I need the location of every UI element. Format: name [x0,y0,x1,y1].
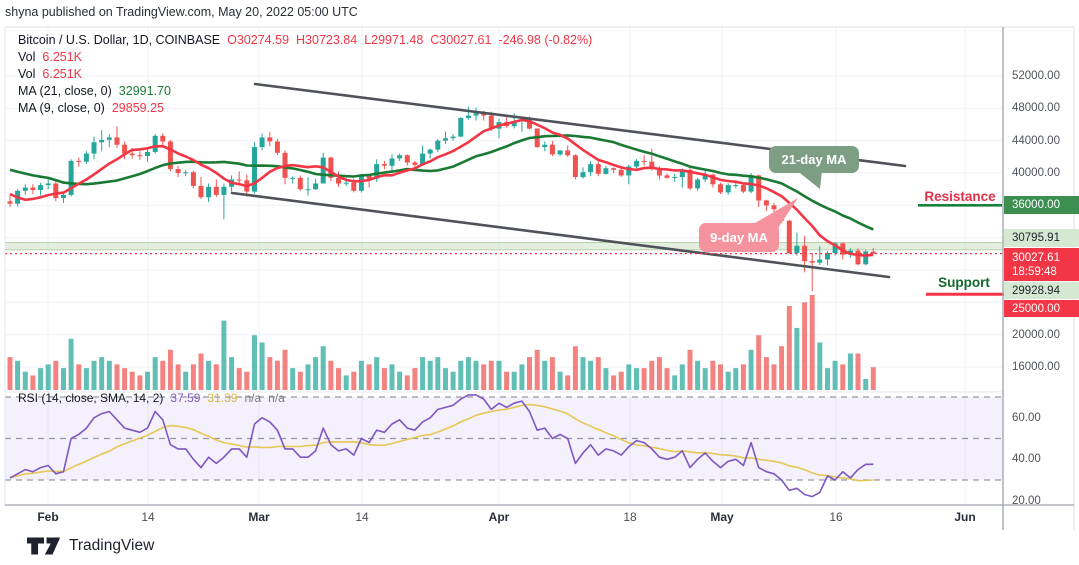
price-axis-badge: 30027.61 18:59:48 [1004,248,1079,281]
rsi-tick-label: 60.00 [1012,411,1041,424]
volume-legend-row[interactable]: Vol 6.251K [18,50,82,64]
time-axis-label: Apr [488,510,510,524]
time-axis-label: 16 [829,510,843,524]
rsi-na-2: n/a [268,391,285,405]
published-line: shyna published on TradingView.com, May … [5,5,358,19]
rsi-sma-value: 31.39 [207,391,238,405]
ma9-callout-bubble[interactable]: 9-day MA [699,223,779,252]
price-tick-label: 16000.00 [1012,361,1060,374]
volume2-value: 6.251K [42,67,83,81]
resistance-label[interactable]: Resistance [924,189,996,204]
price-axis-badge: 36000.00 [1004,196,1079,214]
ohlc-open: O30274.59 [227,33,290,47]
support-label[interactable]: Support [938,275,990,290]
time-axis-label: 14 [141,510,155,524]
rsi-tick-label: 40.00 [1012,453,1041,466]
volume-value: 6.251K [42,50,83,64]
symbol-legend-row[interactable]: Bitcoin / U.S. Dollar, 1D, COINBASE O302… [18,33,592,47]
ma21-legend-row[interactable]: MA (21, close, 0) 32991.70 [18,84,171,98]
rsi-tick-label: 20.00 [1012,494,1041,507]
ma9-legend-row[interactable]: MA (9, close, 0) 29859.25 [18,101,164,115]
price-tick-label: 44000.00 [1012,134,1060,147]
rsi-legend-row[interactable]: RSI (14, close, SMA, 14, 2) 37.59 31.39 … [18,391,285,405]
time-axis-label: May [710,510,734,524]
ohlc-high: H30723.84 [296,33,358,47]
price-tick-label: 52000.00 [1012,70,1060,82]
price-axis-badge: 30795.91 [1004,229,1079,247]
time-axis-label: 14 [355,510,369,524]
time-axis-label: 18 [623,510,637,524]
ma21-value: 32991.70 [118,84,171,98]
price-tick-label: 20000.00 [1012,328,1060,341]
ohlc-change: -246.98 (-0.82%) [498,33,593,47]
time-axis-label: Mar [248,510,270,524]
time-axis[interactable] [5,505,1074,530]
price-axis-badge: 25000.00 [1004,300,1079,317]
badge-countdown: 18:59:48 [1012,265,1057,278]
rsi-value: 37.59 [170,391,201,405]
ohlc-low: L29971.48 [364,33,424,47]
brand-name: TradingView [69,537,155,554]
rsi-label: RSI (14, close, SMA, 14, 2) [18,391,164,405]
ohlc-close: C30027.61 [430,33,492,47]
price-axis-badge: 29928.94 [1004,282,1079,299]
ma21-callout-bubble[interactable]: 21-day MA [769,146,859,173]
rsi-na-1: n/a [244,391,262,405]
tradingview-logo-icon [27,537,61,555]
time-axis-label: Feb [37,510,59,524]
price-tick-label: 48000.00 [1012,102,1060,115]
symbol-title: Bitcoin / U.S. Dollar, 1D, COINBASE [18,33,221,47]
brand-footer[interactable]: TradingView [27,536,154,556]
volume2-label: Vol [18,67,36,81]
ma9-value: 29859.25 [111,101,164,115]
ma21-label: MA (21, close, 0) [18,84,112,98]
ma9-label: MA (9, close, 0) [18,101,105,115]
time-axis-label: Jun [954,510,976,524]
price-tick-label: 40000.00 [1012,167,1060,179]
volume2-legend-row[interactable]: Vol 6.251K [18,67,82,81]
volume-label: Vol [18,50,36,64]
